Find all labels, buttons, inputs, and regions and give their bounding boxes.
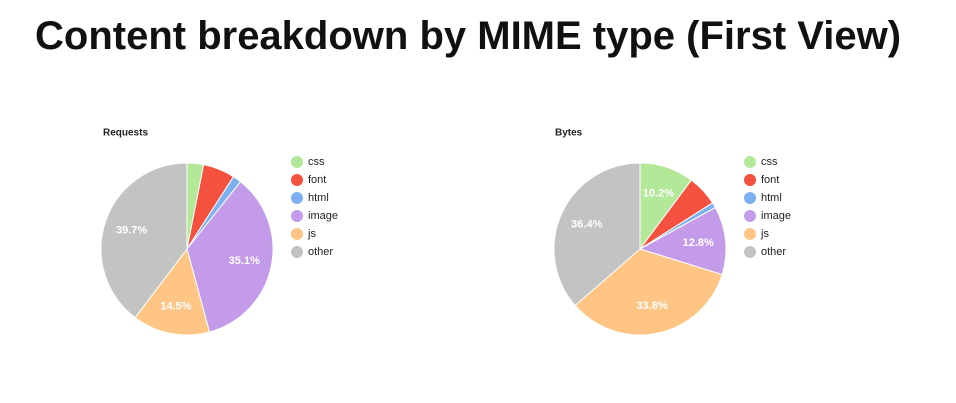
legend-swatch <box>291 192 303 204</box>
slice-label: 33.8% <box>636 300 667 312</box>
legend-label: html <box>308 192 329 204</box>
chart-title: Bytes <box>555 128 583 139</box>
slice-label: 14.5% <box>160 300 191 312</box>
legend-label: font <box>308 174 326 186</box>
pie-slice <box>100 162 188 319</box>
legend-swatch <box>744 210 756 222</box>
legend-label: font <box>761 174 779 186</box>
legend-label: html <box>761 192 782 204</box>
legend-label: js <box>307 228 316 240</box>
legend-swatch <box>744 156 756 168</box>
slice-label: 35.1% <box>229 255 260 267</box>
legend-label: other <box>308 246 333 258</box>
legend-swatch <box>291 156 303 168</box>
slice-label: 39.7% <box>116 224 147 236</box>
pie-slice <box>574 248 723 336</box>
legend-swatch <box>291 228 303 240</box>
legend-label: css <box>761 156 778 168</box>
legend-swatch <box>291 174 303 186</box>
legend-swatch <box>744 246 756 258</box>
pie-slice <box>186 181 274 333</box>
pie-slice <box>638 206 727 276</box>
slice-label: 10.2% <box>643 187 674 199</box>
legend-swatch <box>291 246 303 258</box>
legend-swatch <box>744 228 756 240</box>
slice-label: 12.8% <box>683 237 714 249</box>
legend-swatch <box>744 192 756 204</box>
legend-label: js <box>760 228 769 240</box>
pie-slice <box>134 247 211 336</box>
page-title: Content breakdown by MIME type (First Vi… <box>35 14 902 58</box>
legend-swatch <box>744 174 756 186</box>
chart-title: Requests <box>103 128 148 139</box>
legend-swatch <box>291 210 303 222</box>
slice-label: 36.4% <box>571 219 602 231</box>
legend-label: other <box>761 246 786 258</box>
pie-slice <box>553 162 641 307</box>
legend-label: image <box>308 210 338 222</box>
legend-label: image <box>761 210 791 222</box>
legend-label: css <box>308 156 325 168</box>
